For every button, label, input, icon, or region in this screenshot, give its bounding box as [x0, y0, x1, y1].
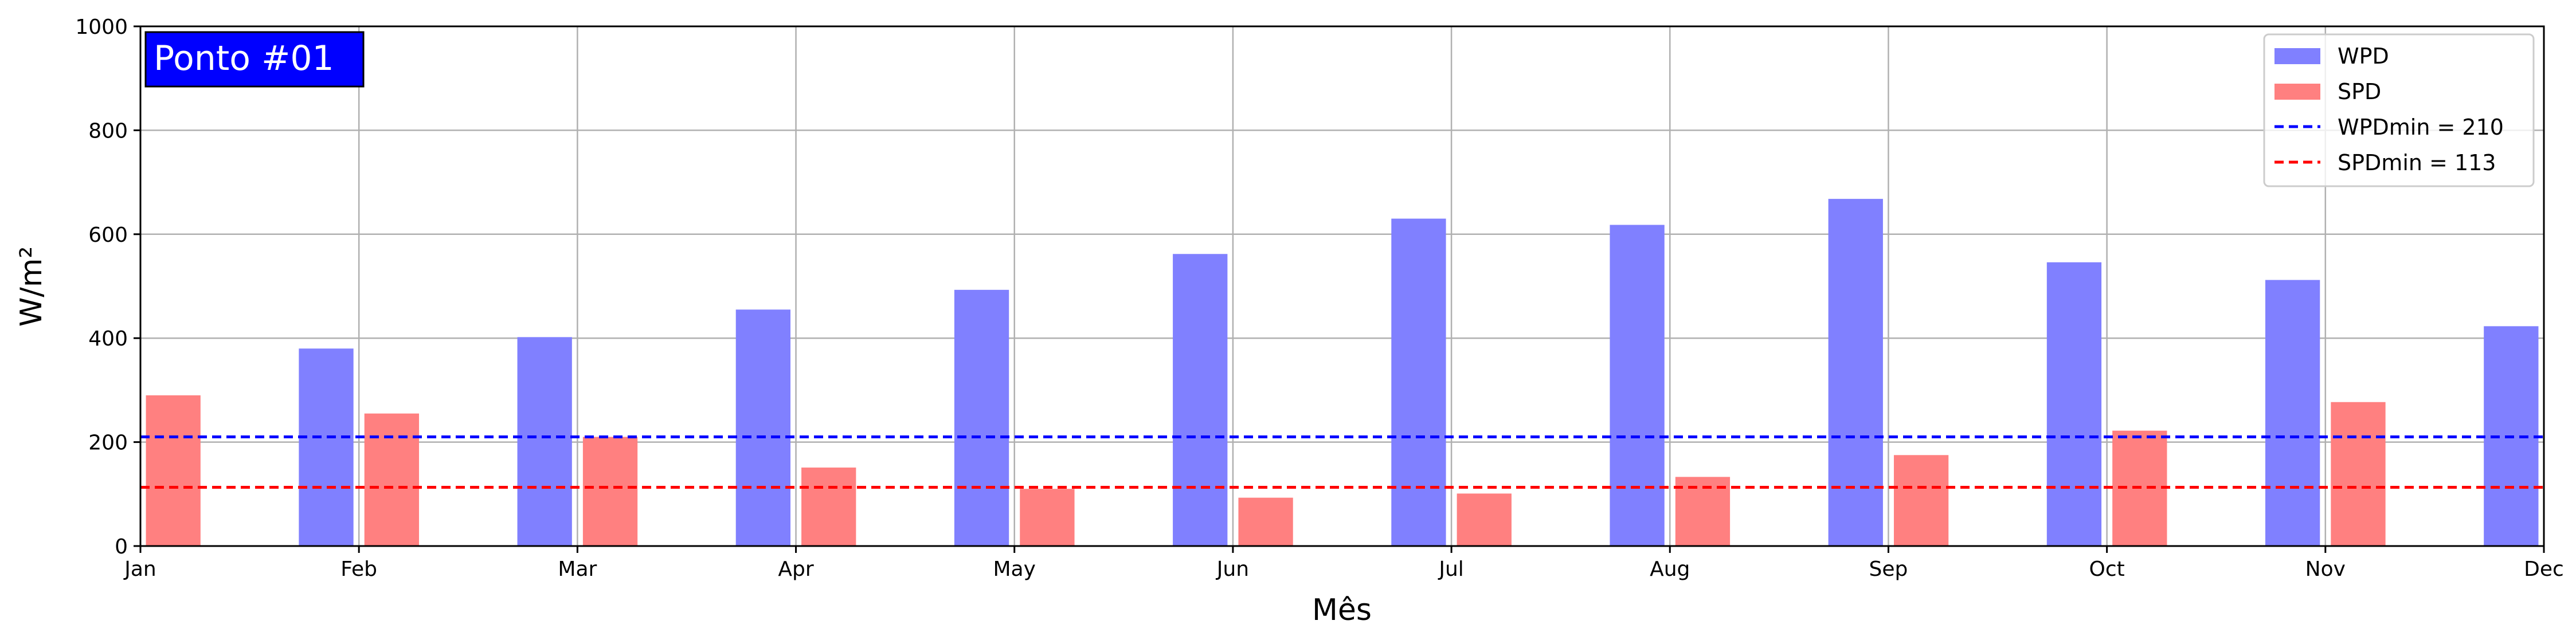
legend-swatch-spd	[2274, 84, 2320, 100]
legend-label-wpdmin: WPDmin = 210	[2338, 115, 2504, 140]
legend-label-spd: SPD	[2338, 79, 2381, 104]
x-tick-label: Feb	[340, 557, 377, 581]
bar-spd	[146, 395, 201, 546]
x-tick-label: Apr	[778, 557, 813, 581]
x-axis-title: Mês	[1312, 593, 1372, 627]
y-axis-title: W/m²	[14, 246, 49, 327]
y-tick-label: 0	[115, 535, 128, 559]
bar-spd	[1457, 493, 1512, 546]
legend-swatch-wpd	[2274, 48, 2320, 64]
legend-frame	[2263, 33, 2535, 187]
bar-wpd	[954, 289, 1009, 546]
y-tick-label: 800	[88, 119, 128, 143]
plot-frame	[139, 25, 2545, 547]
legend-label-spdmin: SPDmin = 113	[2338, 150, 2496, 175]
x-tick-label: Jun	[1216, 557, 1249, 581]
bar-wpd	[1828, 199, 1883, 546]
y-tick-label: 600	[88, 223, 128, 247]
x-tick-label: Jan	[123, 557, 156, 581]
x-tick-label: May	[993, 557, 1036, 581]
x-tick-label: Jul	[1438, 557, 1463, 581]
x-tick-label: Oct	[2089, 557, 2125, 581]
bars	[146, 199, 2539, 547]
annotation-box: Ponto #01	[144, 31, 365, 88]
bar-spd	[1020, 489, 1075, 546]
bar-wpd	[299, 348, 354, 546]
x-tick-label: Dec	[2524, 557, 2564, 581]
x-tick-label: Aug	[1650, 557, 1690, 581]
legend-label-wpd: WPD	[2338, 44, 2389, 69]
y-tick-label: 1000	[75, 15, 128, 39]
bar-wpd	[1173, 254, 1228, 546]
x-tick-label: Nov	[2305, 557, 2346, 581]
bar-spd	[1893, 455, 1949, 546]
bar-wpd	[735, 309, 791, 546]
bar-wpd	[1391, 218, 1446, 547]
legend: WPD SPD WPDmin = 210 SPDmin = 113	[2263, 33, 2535, 187]
bar-wpd	[517, 337, 572, 546]
bar-wpd	[2046, 262, 2102, 546]
ticks: Jan Feb Mar Apr May Jun Jul Aug Sep Oct Nov Dec 0 200…	[75, 15, 2563, 581]
bar-spd	[801, 468, 856, 546]
y-tick-label: 400	[88, 327, 128, 351]
bar-spd	[582, 437, 638, 546]
x-tick-label: Sep	[1869, 557, 1908, 581]
annotation-text: Ponto #01	[154, 38, 334, 78]
bar-spd	[2331, 402, 2386, 546]
bar-spd	[364, 413, 420, 546]
bar-wpd	[1610, 225, 1665, 546]
bar-wpd	[2265, 280, 2320, 546]
x-tick-label: Mar	[558, 557, 597, 581]
y-tick-label: 200	[88, 431, 128, 455]
bar-spd	[1238, 497, 1293, 546]
